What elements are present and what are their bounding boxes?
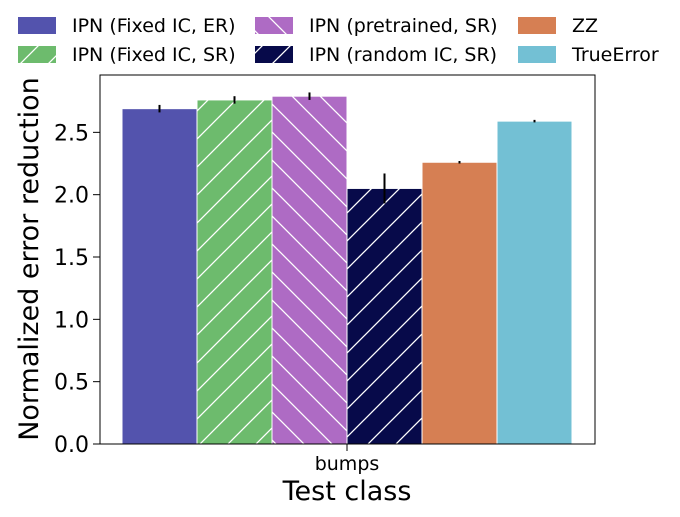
y-axis: 0.0 0.5 1.0 1.5 2.0 2.5 <box>54 121 100 458</box>
x-tick-label: bumps <box>315 453 380 475</box>
bar-zz <box>421 161 498 445</box>
legend: IPN (Fixed IC, ER) IPN (Fixed IC, SR) IPN … <box>18 15 659 66</box>
legend-label-ipn-fixed-ic-er: IPN (Fixed IC, ER) <box>72 15 236 37</box>
y-tick-label: 1.5 <box>54 246 89 271</box>
y-axis-label: Normalized error reduction <box>14 77 45 441</box>
y-tick-label: 0.5 <box>54 371 89 396</box>
x-axis: bumps <box>315 444 380 475</box>
x-axis-label: Test class <box>282 476 412 507</box>
legend-label-ipn-pretrained-sr: IPN (pretrained, SR) <box>309 15 498 37</box>
legend-swatch-ipn-random-ic-sr <box>255 46 293 63</box>
legend-label-trueerror: TrueError <box>571 44 659 66</box>
y-tick-label: 2.0 <box>54 184 89 209</box>
bars <box>121 95 573 445</box>
bar-ipn-random-ic-sr <box>346 187 423 445</box>
error-bars <box>158 92 536 204</box>
legend-swatch-ipn-fixed-ic-sr <box>18 46 56 63</box>
bar-ipn-fixed-ic-er <box>121 108 198 445</box>
legend-swatch-ipn-pretrained-sr <box>255 17 293 34</box>
legend-swatch-zz <box>518 17 556 34</box>
legend-label-ipn-random-ic-sr: IPN (random IC, SR) <box>309 44 497 66</box>
legend-swatch-trueerror <box>518 46 556 63</box>
legend-label-zz: ZZ <box>572 15 598 37</box>
y-tick-label: 1.0 <box>54 308 89 333</box>
bar-trueerror <box>496 120 573 445</box>
bar-ipn-pretrained-sr <box>271 95 348 445</box>
legend-swatch-ipn-fixed-ic-er <box>18 17 56 34</box>
bar-ipn-fixed-ic-sr <box>196 99 273 445</box>
legend-label-ipn-fixed-ic-sr: IPN (Fixed IC, SR) <box>72 44 236 66</box>
y-tick-label: 2.5 <box>54 121 89 146</box>
y-tick-label: 0.0 <box>54 433 89 458</box>
